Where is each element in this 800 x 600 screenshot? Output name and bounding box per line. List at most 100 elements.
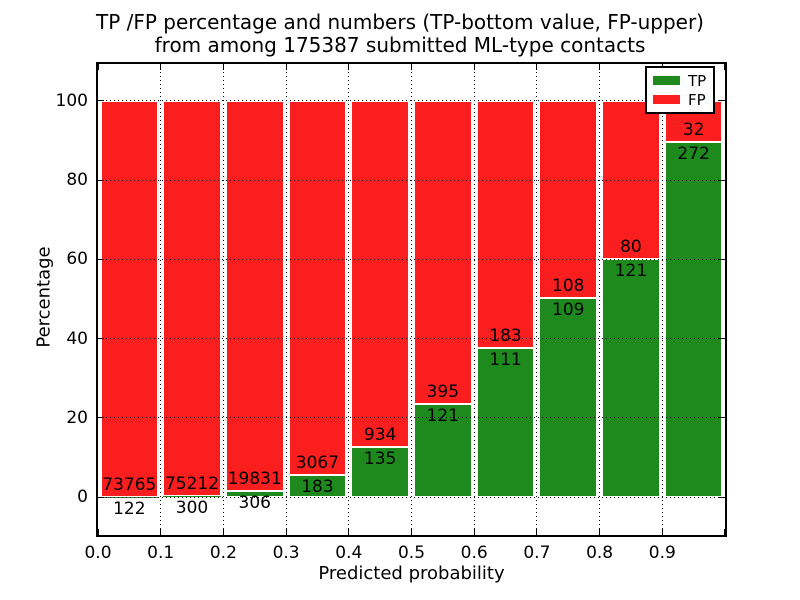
bar-tp-count-label: 300 [175,497,209,518]
bar-segment-tp [163,495,221,498]
horizontal-gridline [98,100,725,102]
x-tick-mark [285,64,287,70]
vertical-gridline [473,64,475,535]
bar-fp-count-label: 395 [426,382,460,403]
bar-segment-fp [225,100,284,492]
horizontal-gridline [98,496,725,498]
x-tick-mark [473,529,475,535]
y-tick-mark [719,417,725,419]
bar-tp-count-label: 121 [426,406,460,427]
bar-tp-count-label: 183 [301,476,334,497]
horizontal-gridline [98,258,725,260]
y-tick-mark [98,179,104,181]
tp-swatch-icon [653,76,680,85]
vertical-gridline [411,64,412,535]
bar-segment-fp [288,100,347,475]
bar-segment-fp [539,100,598,299]
vertical-gridline [222,64,224,535]
bar-tp-count-label: 306 [238,493,271,514]
x-tick-label: 0.6 [460,543,488,563]
horizontal-gridline [98,417,725,419]
vertical-gridline [160,64,162,535]
x-tick-mark [473,64,475,70]
y-tick-mark [719,100,725,102]
legend: TP FP [645,66,715,114]
x-tick-label: 0.8 [586,543,614,563]
bar-segment-tp [351,447,409,498]
x-tick-label: 0.2 [209,543,237,563]
bar-segment-tp [225,491,284,498]
bar-segment-tp [414,404,472,498]
vertical-gridline [599,64,601,535]
x-tick-label: 0.7 [523,543,551,563]
x-axis-label: Predicted probability [318,563,505,584]
bar-fp-count-label: 73765 [102,474,157,495]
y-tick-mark [98,258,104,260]
bar-tp-count-label: 111 [489,349,522,370]
y-tick-label: 20 [66,407,88,428]
x-tick-mark [411,529,412,535]
plot-area: 73765 122 75212 300 19831 306 3067 183 934 135 395… [96,62,727,537]
chart-title-line1: TP /FP percentage and numbers (TP-bottom… [96,10,704,34]
x-tick-label: 0.0 [84,543,112,563]
y-tick-mark [719,496,725,498]
chart-title-line2: from among 175387 submitted ML-type cont… [154,33,646,57]
x-tick-mark [348,529,350,535]
y-tick-mark [719,179,725,181]
y-tick-label: 60 [66,249,88,270]
x-tick-mark [222,529,224,535]
x-tick-mark [599,529,601,535]
legend-entry-fp: FP [653,92,707,108]
legend-entry-tp: TP [653,73,707,89]
x-tick-mark [97,529,99,535]
bar-fp-count-label: 80 [620,236,642,257]
bar-segment-fp [476,100,535,348]
horizontal-gridline [98,338,725,340]
vertical-gridline [285,64,287,535]
bar-segment-tp [476,347,535,498]
bar-tp-count-label: 109 [552,300,585,321]
bar-fp-count-label: 183 [489,325,522,346]
fp-swatch-icon [653,95,680,104]
bar-tp-count-label: 135 [363,449,397,470]
y-tick-label: 40 [66,328,88,349]
bar-segment-fp [351,100,409,448]
bar-fp-count-label: 3067 [295,452,340,473]
bar-segment-tp [664,142,723,498]
y-tick-mark [98,496,104,498]
y-tick-mark [98,100,104,102]
x-tick-mark [222,64,224,70]
bar-fp-count-label: 32 [682,120,705,141]
vertical-gridline [661,64,663,535]
y-tick-label: 80 [66,170,88,190]
bar-tp-count-label: 272 [677,144,710,165]
x-tick-label: 0.5 [397,543,426,563]
y-tick-mark [98,417,104,419]
bar-segment-fp [163,100,221,496]
bar-segment-tp [288,474,347,498]
y-tick-label: 0 [77,487,88,508]
x-tick-mark [411,64,412,70]
bar-segment-tp [602,258,660,498]
x-tick-mark [285,529,287,535]
bar-segment-tp [539,298,598,498]
bar-fp-count-label: 75212 [164,473,220,494]
vertical-gridline [536,64,538,535]
x-tick-mark [97,64,99,70]
bar-fp-count-label: 19831 [227,469,282,490]
y-tick-mark [98,338,104,340]
x-tick-label: 0.4 [335,543,363,563]
y-tick-mark [719,258,725,260]
x-tick-mark [661,529,663,535]
bar-fp-count-label: 934 [363,425,397,446]
bar-segment-fp [414,100,472,405]
y-tick-mark [719,338,725,340]
x-tick-mark [723,529,725,535]
x-tick-mark [599,64,601,70]
vertical-gridline [348,64,350,535]
x-tick-mark [160,64,162,70]
x-tick-label: 0.9 [648,543,676,563]
x-tick-mark [348,64,350,70]
x-tick-mark [723,64,725,70]
legend-label-tp: TP [688,71,707,90]
